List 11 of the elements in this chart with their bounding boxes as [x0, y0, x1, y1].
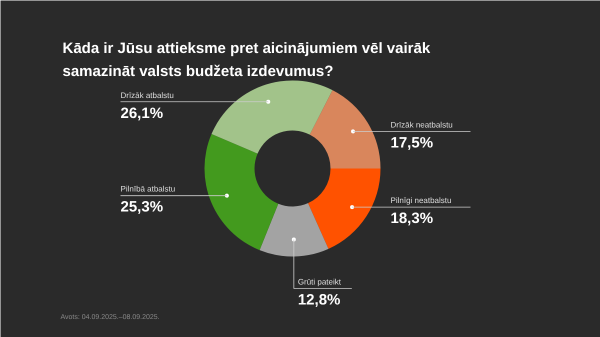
chart-title: Kāda ir Jūsu attieksme pret aicinājumiem vēl vairāk samazināt valsts budžeta izdevumus?: [62, 40, 431, 80]
slice-label: Pilnībā atbalstu: [120, 184, 176, 194]
slice-label: Drīzāk neatbalstu: [390, 120, 453, 130]
data-label: 18,3%: [390, 210, 434, 228]
data-label: 12,8%: [298, 292, 340, 308]
slice-label: Grūti pateikt: [298, 278, 342, 286]
data-label: 17,5%: [390, 134, 434, 152]
data-label: 25,3%: [120, 198, 164, 216]
slice-label: Pilnīgi neatbalstu: [390, 196, 452, 206]
data-label: 26,1%: [120, 104, 164, 122]
slice-label: Drīzāk atbalstu: [120, 90, 174, 100]
